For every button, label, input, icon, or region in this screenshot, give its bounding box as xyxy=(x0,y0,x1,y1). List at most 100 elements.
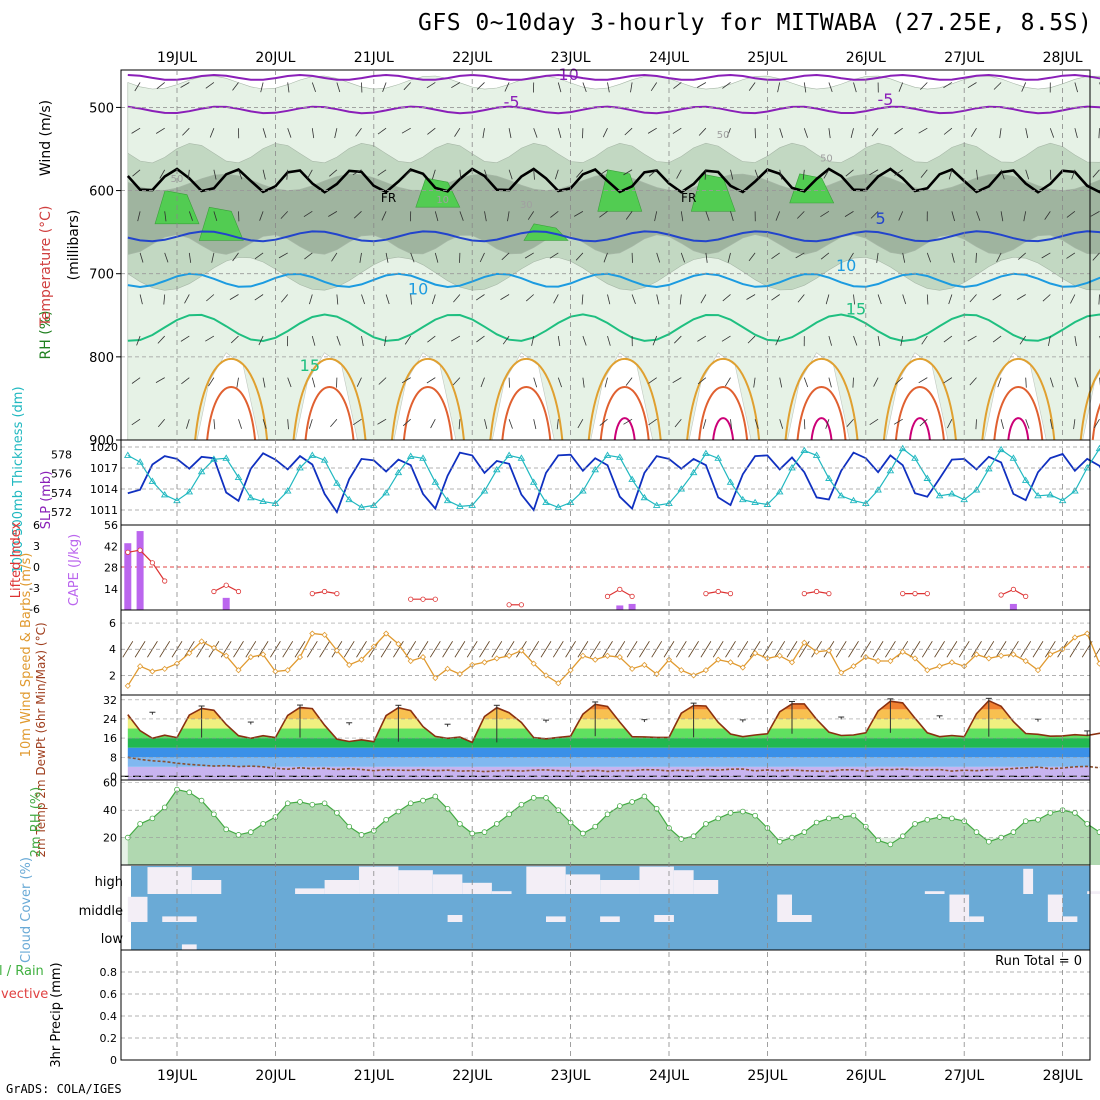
wind-barb xyxy=(384,336,387,346)
wind-barb xyxy=(870,211,879,219)
wind-barb xyxy=(797,211,805,219)
thickness-marker xyxy=(948,490,956,497)
wind-barb xyxy=(501,252,510,261)
wind-barb xyxy=(259,211,264,221)
wind-barb xyxy=(329,169,338,177)
wind-barb xyxy=(377,169,387,176)
rh-marker xyxy=(321,800,328,807)
wind-marker xyxy=(309,630,316,637)
wind-barb xyxy=(533,377,538,388)
wind-barb xyxy=(803,82,807,93)
wind-barb xyxy=(625,377,633,386)
thickness-marker xyxy=(874,486,882,493)
li-marker xyxy=(432,596,438,602)
wind-barb xyxy=(581,294,584,305)
rh-marker xyxy=(813,819,820,826)
slp-tick-label: 1011 xyxy=(90,504,118,517)
li-marker xyxy=(617,586,623,593)
thickness-marker xyxy=(357,503,366,510)
wind-barb xyxy=(533,128,538,138)
wind-marker xyxy=(776,652,783,659)
surface-wind-barb xyxy=(983,641,995,658)
wind-barb xyxy=(431,294,436,305)
wind-barb xyxy=(188,252,192,263)
wind-barb xyxy=(828,335,832,346)
surface-wind-barb xyxy=(491,641,503,658)
isotherm-20-loop xyxy=(390,358,465,441)
wind-barb xyxy=(602,128,608,138)
wind-barb xyxy=(1049,419,1053,430)
wind-barb xyxy=(727,252,731,263)
wind-barb xyxy=(967,82,977,89)
wind-marker xyxy=(456,671,463,678)
wind-barb xyxy=(359,252,362,263)
wind-barb xyxy=(1092,169,1100,178)
wind-barb xyxy=(1074,82,1078,93)
slp-tick-label: 1020 xyxy=(90,441,118,454)
wind-marker xyxy=(247,654,254,661)
li-tick-label: 6 xyxy=(33,519,40,532)
precip-ylabel: 3hr Precip (mm) xyxy=(49,962,64,1067)
rh-marker xyxy=(543,795,549,801)
rh-marker xyxy=(936,814,943,820)
li-marker xyxy=(334,590,340,597)
rh-marker xyxy=(1035,816,1041,823)
wind-barb xyxy=(208,377,215,387)
rh-marker xyxy=(161,804,168,811)
temp-tick-label: 0 xyxy=(110,770,117,783)
wind-barb xyxy=(652,335,658,346)
wind-barb xyxy=(1000,211,1004,222)
wind-barb xyxy=(976,169,978,180)
surface-wind-barb xyxy=(577,641,589,658)
isotherm-30-loop xyxy=(712,417,735,441)
thickness-marker xyxy=(788,464,796,471)
wind-barb xyxy=(1019,335,1027,345)
slp-line xyxy=(127,451,1100,515)
wind-barb xyxy=(287,128,292,138)
wind-speed-line xyxy=(127,632,1100,687)
wind-barb xyxy=(484,419,488,429)
wind-barb xyxy=(507,211,510,222)
rh-marker xyxy=(715,815,721,822)
wind-barb xyxy=(996,252,1002,263)
cloud-clear-block xyxy=(792,915,812,922)
wind-barb xyxy=(1041,252,1051,259)
cloud-tick-label: low xyxy=(101,932,124,947)
cloud-clear-block xyxy=(1047,894,1063,922)
isotherm-20-loop xyxy=(882,358,957,441)
li-marker xyxy=(235,588,242,595)
cloud-clear-block xyxy=(673,870,694,894)
wind-marker xyxy=(653,671,660,678)
cloud-clear-block xyxy=(1062,916,1078,922)
wind-barb xyxy=(676,169,682,179)
wind-barb xyxy=(229,294,239,300)
thickness-marker xyxy=(160,490,169,498)
wind-tick-label: 2 xyxy=(109,669,116,682)
rh-marker xyxy=(420,797,426,804)
wind-marker xyxy=(1034,667,1042,674)
rh-marker xyxy=(899,833,906,840)
wind-barb xyxy=(943,127,953,135)
x-tick-label-bottom: 28JUL xyxy=(1043,1068,1083,1084)
wind-barb xyxy=(209,128,215,138)
thickness-marker xyxy=(505,451,513,458)
wind-barb xyxy=(599,418,608,426)
thickness-marker xyxy=(775,488,784,495)
isotherm-25-loop xyxy=(894,386,945,441)
wind-marker xyxy=(432,674,439,682)
surface-wind-barb xyxy=(380,641,392,658)
li-tick-label: 3 xyxy=(33,540,40,553)
wind-barb xyxy=(726,128,731,138)
wind-barb xyxy=(308,419,313,429)
li-marker xyxy=(703,590,709,597)
li-marker xyxy=(223,582,229,588)
rh-line xyxy=(127,788,1100,846)
wind-barb xyxy=(631,294,636,305)
cape-bar xyxy=(124,543,132,610)
cape-tick-label: 42 xyxy=(104,540,118,553)
wind-barb xyxy=(430,419,436,429)
cloud-clear-block xyxy=(565,874,601,894)
wind-barb xyxy=(1025,169,1030,180)
wind-barb xyxy=(262,419,267,429)
x-tick-label-bottom: 26JUL xyxy=(846,1068,886,1084)
